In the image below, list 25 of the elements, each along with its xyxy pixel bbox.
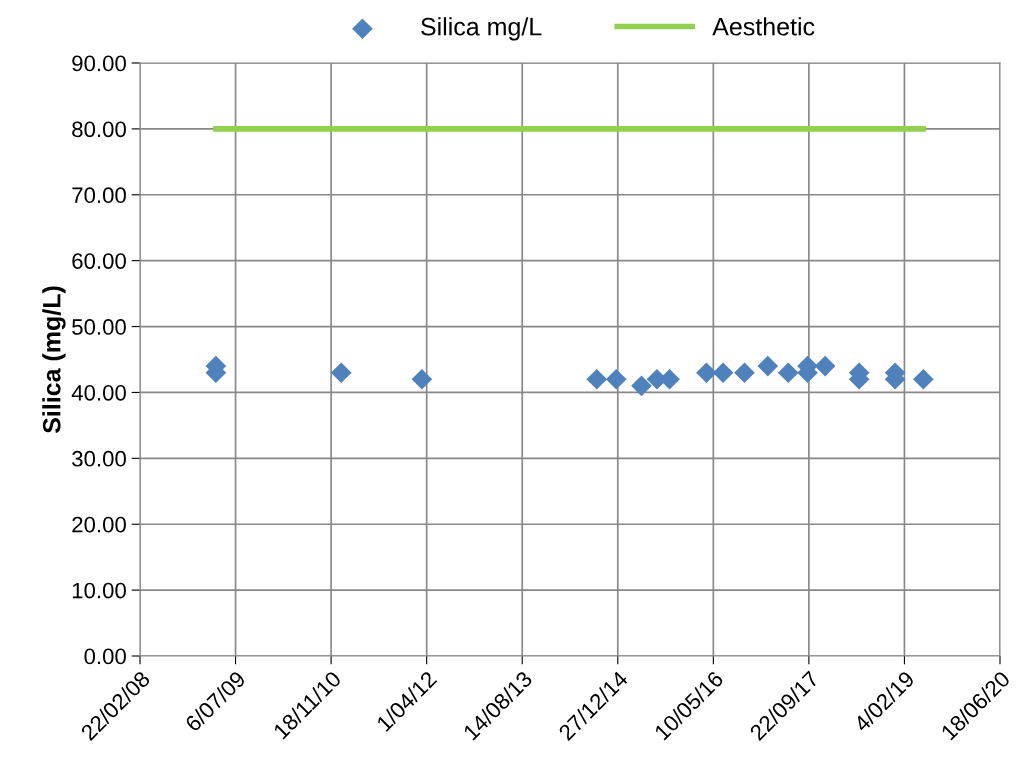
y-tick-label: 0.00 — [84, 648, 126, 665]
legend-label: Silica mg/L — [421, 17, 542, 41]
y-tick-label: 90.00 — [72, 55, 126, 72]
point — [712, 362, 734, 383]
y-axis-title: Silica (mg/L) — [42, 286, 66, 434]
legend-label: Aesthetic — [712, 17, 815, 36]
point — [605, 368, 627, 390]
y-tick-label: 10.00 — [72, 582, 126, 599]
y-tick-label: 40.00 — [71, 384, 126, 401]
y-tick-label: 80.00 — [72, 121, 126, 138]
point — [777, 362, 799, 383]
y-tick-label: 60.00 — [72, 253, 126, 269]
point — [586, 368, 608, 390]
point — [631, 375, 652, 397]
y-tick-label: 20.00 — [72, 516, 126, 533]
point — [411, 368, 433, 390]
y-tick-label: 50.00 — [72, 319, 126, 335]
point — [814, 355, 836, 377]
y-tick-label: 70.00 — [72, 187, 126, 204]
point — [757, 355, 779, 377]
point — [913, 368, 934, 390]
y-tick-label: 30.00 — [72, 450, 126, 467]
point — [330, 362, 352, 383]
point — [734, 362, 755, 383]
point — [696, 362, 717, 383]
